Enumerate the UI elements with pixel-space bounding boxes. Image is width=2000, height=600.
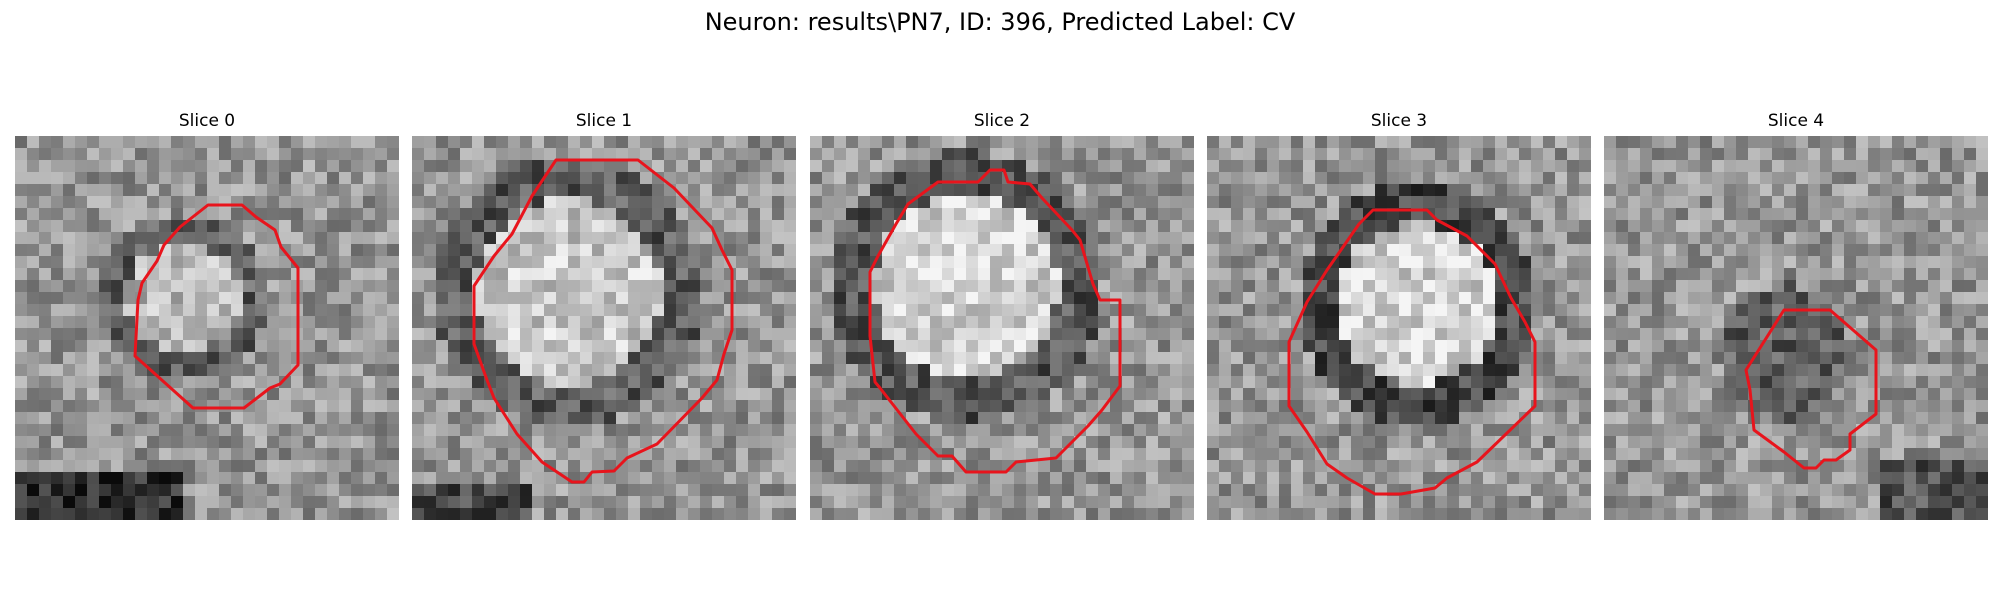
slice-image-1 <box>412 136 796 520</box>
slice-image-2 <box>810 136 1194 520</box>
pixel-grid-2 <box>810 136 1194 520</box>
slice-title-1: Slice 1 <box>575 111 633 131</box>
segmentation-contour-1 <box>472 158 734 484</box>
segmentation-contour-0 <box>133 203 300 410</box>
segmentation-contour-4 <box>1744 308 1878 470</box>
slice-panel-4: Slice 4 <box>1604 110 1988 520</box>
slice-image-4 <box>1604 136 1988 520</box>
slice-panel-2: Slice 2 <box>810 110 1194 520</box>
slice-image-0 <box>15 136 399 520</box>
slice-title-4: Slice 4 <box>1767 111 1825 131</box>
slice-title-2: Slice 2 <box>973 111 1031 131</box>
slice-title-3: Slice 3 <box>1370 111 1428 131</box>
pixel-grid-1 <box>412 136 796 520</box>
figure-title: Neuron: results\PN7, ID: 396, Predicted … <box>704 8 1296 36</box>
slice-title-0: Slice 0 <box>178 111 236 131</box>
slice-image-3 <box>1207 136 1591 520</box>
slice-panel-3: Slice 3 <box>1207 110 1591 520</box>
slice-panel-1: Slice 1 <box>412 110 796 520</box>
segmentation-contour-2 <box>868 168 1122 474</box>
pixel-grid-4 <box>1604 136 1988 520</box>
pixel-grid-0 <box>15 136 399 520</box>
segmentation-contour-3 <box>1287 208 1537 496</box>
slice-panel-0: Slice 0 <box>15 110 399 520</box>
pixel-grid-3 <box>1207 136 1591 520</box>
